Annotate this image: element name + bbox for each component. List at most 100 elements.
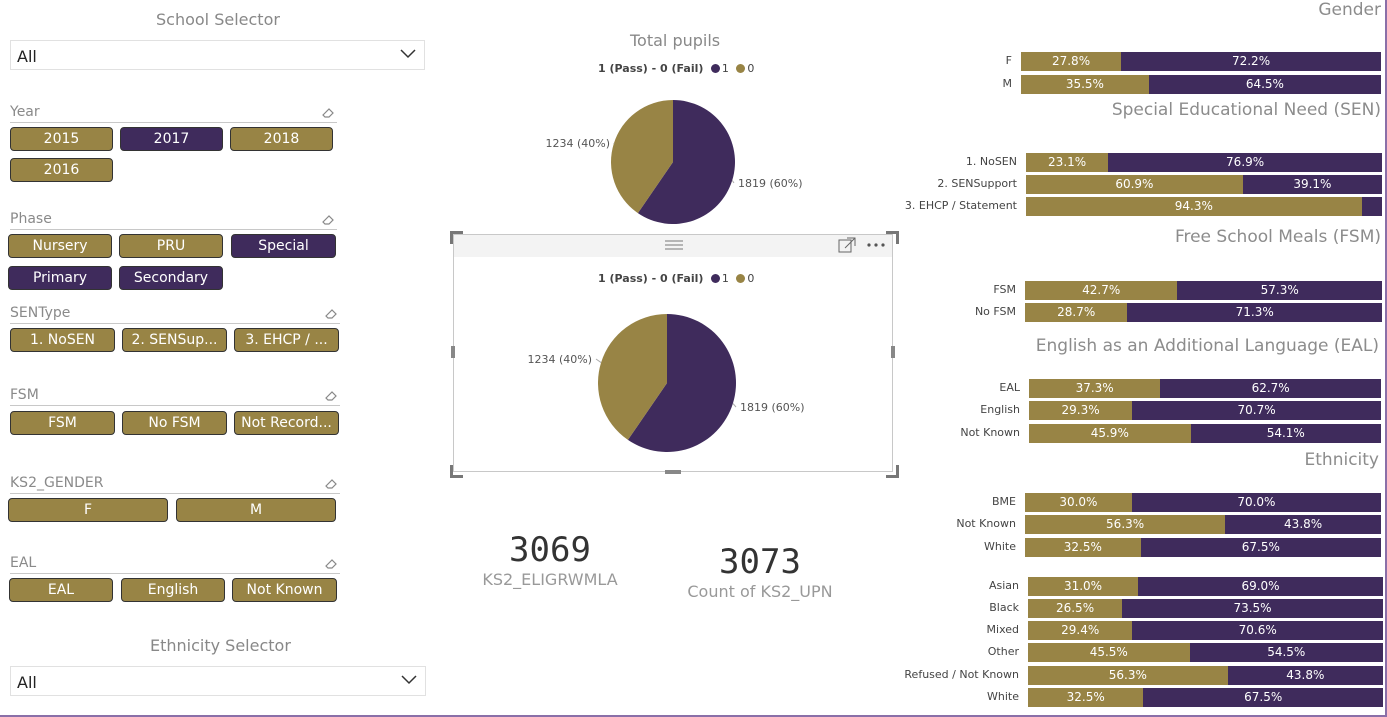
bar-segment-0[interactable]: 94.3% bbox=[1026, 197, 1362, 216]
bar-segment-1[interactable]: 43.8% bbox=[1225, 515, 1381, 534]
bar-row[interactable]: 26.5% 73.5% bbox=[1028, 599, 1383, 618]
bar-segment-0[interactable]: 45.5% bbox=[1028, 643, 1190, 662]
bar-segment-0[interactable]: 35.5% bbox=[1021, 75, 1149, 94]
bar-row[interactable]: 31.0% 69.0% bbox=[1028, 577, 1383, 596]
bar-row[interactable]: 56.3% 43.8% bbox=[1025, 515, 1381, 534]
bar-segment-0[interactable]: 56.3% bbox=[1028, 666, 1228, 685]
bar-segment-1[interactable]: 62.7% bbox=[1160, 379, 1381, 398]
bar-row[interactable]: 30.0% 70.0% bbox=[1025, 493, 1381, 512]
year-2017-button[interactable]: 2017 bbox=[120, 127, 223, 151]
resize-handle[interactable] bbox=[886, 231, 899, 244]
eraser-icon[interactable] bbox=[324, 557, 338, 571]
bar-segment-1[interactable]: 54.1% bbox=[1190, 424, 1381, 443]
pie-slice-1[interactable] bbox=[627, 314, 736, 452]
bar-segment-1[interactable]: 72.2% bbox=[1121, 52, 1381, 71]
fsm-notrecorded-button[interactable]: Not Record... bbox=[234, 411, 339, 435]
sentype-ehcp-button[interactable]: 3. EHCP / ... bbox=[234, 328, 339, 352]
phase-nursery-button[interactable]: Nursery bbox=[8, 234, 112, 258]
bar-row[interactable]: 37.3% 62.7% bbox=[1029, 379, 1381, 398]
phase-secondary-button[interactable]: Secondary bbox=[119, 266, 223, 290]
sentype-sensupport-button[interactable]: 2. SENSup... bbox=[122, 328, 227, 352]
sentype-nosen-button[interactable]: 1. NoSEN bbox=[10, 328, 115, 352]
resize-handle[interactable] bbox=[665, 470, 681, 474]
bar-segment-1[interactable]: 71.3% bbox=[1127, 303, 1382, 322]
fsm-fsm-button[interactable]: FSM bbox=[10, 411, 115, 435]
bar-segment-1[interactable]: 54.5% bbox=[1189, 643, 1383, 662]
year-2015-button[interactable]: 2015 bbox=[10, 127, 113, 151]
bar-segment-0[interactable]: 31.0% bbox=[1028, 577, 1139, 596]
bar-segment-0[interactable]: 32.5% bbox=[1025, 538, 1141, 557]
bar-segment-0[interactable]: 42.7% bbox=[1025, 281, 1178, 300]
eal-english-button[interactable]: English bbox=[121, 578, 225, 602]
bar-row[interactable]: 35.5% 64.5% bbox=[1021, 75, 1381, 94]
bar-segment-0[interactable]: 28.7% bbox=[1025, 303, 1128, 322]
bar-segment-1[interactable]: 67.5% bbox=[1143, 688, 1383, 707]
pie-bottom-chart[interactable]: 1819 (60%) 1234 (40%) bbox=[516, 307, 836, 457]
bar-row[interactable]: 45.9% 54.1% bbox=[1029, 424, 1381, 443]
bar-segment-1[interactable]: 73.5% bbox=[1122, 599, 1383, 618]
year-2018-button[interactable]: 2018 bbox=[230, 127, 333, 151]
more-options-icon[interactable] bbox=[866, 242, 886, 248]
focus-mode-icon[interactable] bbox=[838, 237, 856, 253]
bar-segment-1[interactable]: 69.0% bbox=[1138, 577, 1383, 596]
bar-segment-0[interactable]: 45.9% bbox=[1029, 424, 1191, 443]
bar-segment-1[interactable]: 39.1% bbox=[1242, 175, 1382, 194]
bar-row[interactable]: 94.3% bbox=[1026, 197, 1382, 216]
year-2016-button[interactable]: 2016 bbox=[10, 158, 113, 182]
bar-segment-1[interactable] bbox=[1361, 197, 1382, 216]
bar-segment-1[interactable]: 70.0% bbox=[1131, 493, 1381, 512]
eraser-icon[interactable] bbox=[324, 477, 338, 491]
resize-handle[interactable] bbox=[450, 465, 463, 478]
bar-segment-0[interactable]: 26.5% bbox=[1028, 599, 1123, 618]
bar-segment-0[interactable]: 23.1% bbox=[1026, 153, 1109, 172]
bar-row[interactable]: 32.5% 67.5% bbox=[1025, 538, 1381, 557]
bar-segment-1[interactable]: 64.5% bbox=[1148, 75, 1381, 94]
ethnicity-selector-dropdown[interactable]: All bbox=[10, 666, 426, 696]
bar-segment-0[interactable]: 27.8% bbox=[1021, 52, 1122, 71]
bar-segment-1[interactable]: 70.6% bbox=[1132, 621, 1383, 640]
bar-segment-1[interactable]: 67.5% bbox=[1140, 538, 1381, 557]
resize-handle[interactable] bbox=[451, 346, 455, 358]
bar-segment-0[interactable]: 56.3% bbox=[1025, 515, 1226, 534]
gender-m-button[interactable]: M bbox=[176, 498, 336, 522]
pie-slice-1[interactable] bbox=[637, 100, 735, 224]
fsm-nofsm-button[interactable]: No FSM bbox=[122, 411, 227, 435]
bar-segment-0[interactable]: 37.3% bbox=[1029, 379, 1161, 398]
bar-segment-1[interactable]: 57.3% bbox=[1177, 281, 1382, 300]
bar-row[interactable]: 27.8% 72.2% bbox=[1021, 52, 1381, 71]
bar-row[interactable]: 29.4% 70.6% bbox=[1028, 621, 1383, 640]
bar-segment-0[interactable]: 30.0% bbox=[1025, 493, 1132, 512]
bar-segment-1[interactable]: 43.8% bbox=[1227, 666, 1383, 685]
bar-segment-0[interactable]: 29.4% bbox=[1028, 621, 1133, 640]
school-selector-dropdown[interactable]: All bbox=[10, 40, 425, 70]
bar-row[interactable]: 23.1% 76.9% bbox=[1026, 153, 1382, 172]
bar-row[interactable]: 29.3% 70.7% bbox=[1029, 401, 1381, 420]
resize-handle[interactable] bbox=[891, 346, 895, 358]
resize-handle[interactable] bbox=[450, 231, 463, 244]
bar-segment-1[interactable]: 70.7% bbox=[1132, 401, 1381, 420]
eraser-icon[interactable] bbox=[324, 307, 338, 321]
bar-row[interactable]: 42.7% 57.3% bbox=[1025, 281, 1382, 300]
drag-handle-icon[interactable] bbox=[664, 238, 684, 250]
phase-primary-button[interactable]: Primary bbox=[8, 266, 112, 290]
bar-row[interactable]: 60.9% 39.1% bbox=[1026, 175, 1382, 194]
bar-segment-0[interactable]: 32.5% bbox=[1028, 688, 1144, 707]
pie-slice-0[interactable] bbox=[598, 314, 667, 440]
focused-visual[interactable]: 1 (Pass) - 0 (Fail) 1 0 1819 (60%) 1234 (… bbox=[453, 234, 893, 472]
bar-row[interactable]: 32.5% 67.5% bbox=[1028, 688, 1383, 707]
pie-slice-0[interactable] bbox=[611, 100, 673, 214]
bar-segment-0[interactable]: 29.3% bbox=[1029, 401, 1133, 420]
resize-handle[interactable] bbox=[886, 465, 899, 478]
eal-notknown-button[interactable]: Not Known bbox=[232, 578, 337, 602]
bar-row[interactable]: 28.7% 71.3% bbox=[1025, 303, 1382, 322]
eal-eal-button[interactable]: EAL bbox=[9, 578, 113, 602]
phase-pru-button[interactable]: PRU bbox=[119, 234, 223, 258]
bar-segment-1[interactable]: 76.9% bbox=[1108, 153, 1382, 172]
bar-segment-0[interactable]: 60.9% bbox=[1026, 175, 1243, 194]
eraser-icon[interactable] bbox=[324, 389, 338, 403]
phase-special-button[interactable]: Special bbox=[231, 234, 336, 258]
gender-f-button[interactable]: F bbox=[8, 498, 168, 522]
eraser-icon[interactable] bbox=[321, 106, 335, 120]
bar-row[interactable]: 56.3% 43.8% bbox=[1028, 666, 1383, 685]
bar-row[interactable]: 45.5% 54.5% bbox=[1028, 643, 1383, 662]
